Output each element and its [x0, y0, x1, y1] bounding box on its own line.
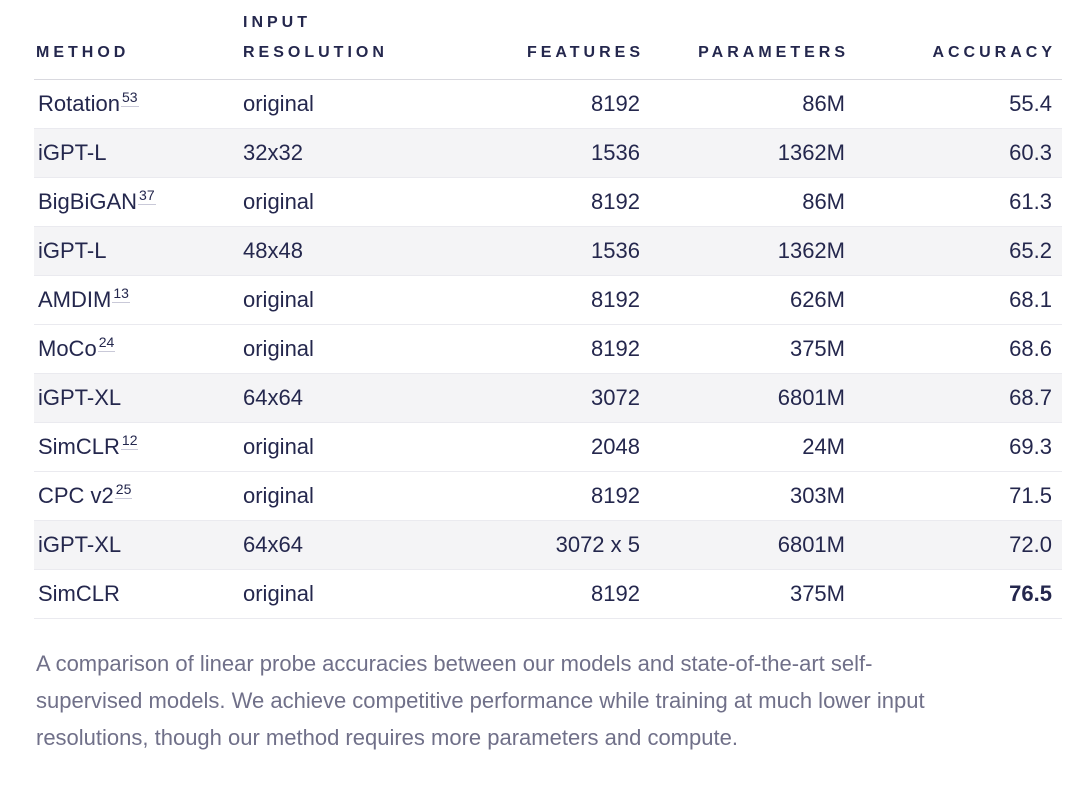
- features-cell: 8192: [433, 79, 640, 129]
- table-figure: METHOD INPUT RESOLUTION FEATURES PARAMET…: [34, 0, 1062, 750]
- method-name: Rotation: [38, 91, 120, 116]
- accuracy-cell: 76.5: [845, 569, 1062, 619]
- features-cell: 2048: [433, 422, 640, 472]
- header-row: METHOD INPUT RESOLUTION FEATURES PARAMET…: [34, 0, 1062, 80]
- table-row: iGPT-L 32x32 1536 1362M 60.3: [34, 128, 1062, 178]
- method-cell: iGPT-L: [34, 226, 243, 276]
- col-header-method: METHOD: [34, 0, 243, 80]
- accuracy-cell: 69.3: [845, 422, 1062, 472]
- method-name: SimCLR: [38, 434, 120, 459]
- comparison-table: METHOD INPUT RESOLUTION FEATURES PARAMET…: [34, 0, 1062, 619]
- input-resolution-cell: original: [243, 569, 433, 619]
- method-cell: MoCo 24: [34, 324, 243, 374]
- parameters-cell: 86M: [640, 177, 845, 227]
- method-cell: iGPT-XL: [34, 520, 243, 570]
- features-cell: 1536: [433, 128, 640, 178]
- col-header-features: FEATURES: [433, 0, 640, 80]
- accuracy-cell: 68.7: [845, 373, 1062, 423]
- method-cell: Rotation 53: [34, 79, 243, 129]
- parameters-cell: 375M: [640, 569, 845, 619]
- footnote-ref-link[interactable]: 37: [138, 186, 156, 205]
- method-name: iGPT-XL: [38, 532, 122, 557]
- footnote-ref-link[interactable]: 12: [120, 431, 139, 450]
- accuracy-cell: 61.3: [845, 177, 1062, 227]
- table-row: Rotation 53 original 8192 86M 55.4: [34, 79, 1062, 129]
- accuracy-cell: 60.3: [845, 128, 1062, 178]
- method-name: MoCo: [38, 336, 97, 361]
- input-resolution-cell: original: [243, 422, 433, 472]
- col-header-method-label: METHOD: [36, 44, 130, 61]
- accuracy-cell: 68.6: [845, 324, 1062, 374]
- footnote-ref-link[interactable]: 25: [114, 480, 133, 499]
- table-row: SimCLR 12 original 2048 24M 69.3: [34, 422, 1062, 472]
- parameters-cell: 1362M: [640, 226, 845, 276]
- features-cell: 8192: [433, 471, 640, 521]
- parameters-cell: 303M: [640, 471, 845, 521]
- features-cell: 3072 x 5: [433, 520, 640, 570]
- method-cell: iGPT-L: [34, 128, 243, 178]
- input-resolution-cell: original: [243, 275, 433, 325]
- method-name: iGPT-L: [38, 238, 107, 263]
- features-cell: 8192: [433, 324, 640, 374]
- table-caption: A comparison of linear probe accuracies …: [36, 651, 925, 750]
- input-resolution-cell: 32x32: [243, 128, 433, 178]
- footnote-ref-link[interactable]: 53: [120, 88, 139, 107]
- method-name: iGPT-XL: [38, 385, 122, 410]
- table-row: iGPT-L 48x48 1536 1362M 65.2: [34, 226, 1062, 276]
- method-cell: CPC v2 25: [34, 471, 243, 521]
- method-cell: SimCLR 12: [34, 422, 243, 472]
- parameters-cell: 24M: [640, 422, 845, 472]
- parameters-cell: 626M: [640, 275, 845, 325]
- col-header-features-label: FEATURES: [526, 44, 644, 61]
- table-row: AMDIM 13 original 8192 626M 68.1: [34, 275, 1062, 325]
- input-resolution-cell: 64x64: [243, 373, 433, 423]
- table-row: MoCo 24 original 8192 375M 68.6: [34, 324, 1062, 374]
- footnote-ref-link[interactable]: 13: [112, 284, 130, 303]
- parameters-cell: 1362M: [640, 128, 845, 178]
- input-resolution-cell: original: [243, 79, 433, 129]
- table-row: SimCLR original 8192 375M 76.5: [34, 569, 1062, 619]
- table-row: BigBiGAN 37 original 8192 86M 61.3: [34, 177, 1062, 227]
- col-header-accuracy: ACCURACY: [845, 0, 1062, 80]
- method-cell: AMDIM 13: [34, 275, 243, 325]
- input-resolution-cell: original: [243, 177, 433, 227]
- accuracy-cell: 68.1: [845, 275, 1062, 325]
- parameters-cell: 375M: [640, 324, 845, 374]
- features-cell: 8192: [433, 275, 640, 325]
- parameters-cell: 6801M: [640, 373, 845, 423]
- accuracy-cell: 65.2: [845, 226, 1062, 276]
- method-name: SimCLR: [38, 581, 120, 606]
- features-cell: 8192: [433, 569, 640, 619]
- col-header-parameters-label: PARAMETERS: [698, 44, 849, 61]
- parameters-cell: 86M: [640, 79, 845, 129]
- col-header-input-resolution: INPUT RESOLUTION: [243, 0, 433, 80]
- footnote-ref-link[interactable]: 24: [97, 333, 116, 352]
- method-cell: SimCLR: [34, 569, 243, 619]
- features-cell: 1536: [433, 226, 640, 276]
- method-name: BigBiGAN: [38, 189, 138, 214]
- method-cell: iGPT-XL: [34, 373, 243, 423]
- method-cell: BigBiGAN 37: [34, 177, 243, 227]
- method-name: iGPT-L: [38, 140, 107, 165]
- accuracy-cell: 55.4: [845, 79, 1062, 129]
- table-row: iGPT-XL 64x64 3072 x 5 6801M 72.0: [34, 520, 1062, 570]
- features-cell: 8192: [433, 177, 640, 227]
- accuracy-cell: 72.0: [845, 520, 1062, 570]
- input-resolution-cell: original: [243, 324, 433, 374]
- features-cell: 3072: [433, 373, 640, 423]
- col-header-parameters: PARAMETERS: [640, 0, 845, 80]
- col-header-input-resolution-label: INPUT RESOLUTION: [243, 14, 388, 61]
- parameters-cell: 6801M: [640, 520, 845, 570]
- table-row: iGPT-XL 64x64 3072 6801M 68.7: [34, 373, 1062, 423]
- input-resolution-cell: 48x48: [243, 226, 433, 276]
- method-name: CPC v2: [38, 483, 114, 508]
- col-header-accuracy-label: ACCURACY: [932, 44, 1056, 61]
- accuracy-cell: 71.5: [845, 471, 1062, 521]
- method-name: AMDIM: [38, 287, 112, 312]
- table-row: CPC v2 25 original 8192 303M 71.5: [34, 471, 1062, 521]
- input-resolution-cell: original: [243, 471, 433, 521]
- input-resolution-cell: 64x64: [243, 520, 433, 570]
